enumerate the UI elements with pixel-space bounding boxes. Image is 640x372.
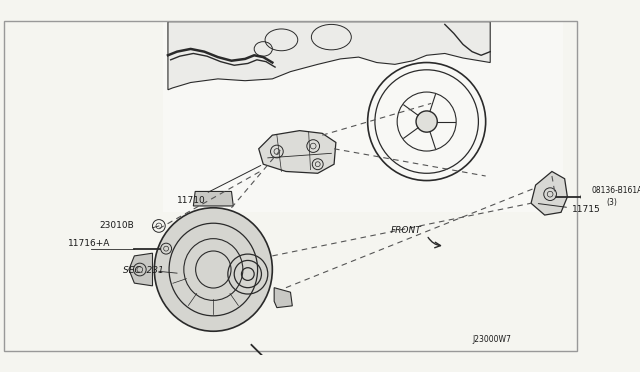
Text: J23000W7: J23000W7 <box>472 335 511 344</box>
Text: 11715: 11715 <box>538 203 601 214</box>
Text: 11716+A: 11716+A <box>68 239 111 248</box>
Text: FRONT: FRONT <box>390 226 421 235</box>
Polygon shape <box>274 288 292 308</box>
Polygon shape <box>259 131 336 173</box>
Polygon shape <box>168 22 490 90</box>
Text: (3): (3) <box>607 198 617 207</box>
Polygon shape <box>531 171 568 215</box>
Polygon shape <box>129 253 152 286</box>
Polygon shape <box>193 192 234 206</box>
Text: 11716: 11716 <box>0 371 1 372</box>
Ellipse shape <box>154 208 273 331</box>
Text: 11710: 11710 <box>177 166 260 205</box>
Circle shape <box>416 111 437 132</box>
Text: 08136-B161A: 08136-B161A <box>592 186 640 195</box>
FancyBboxPatch shape <box>163 22 563 212</box>
Text: SEC. 231: SEC. 231 <box>122 266 163 275</box>
Text: 23010B: 23010B <box>100 221 134 230</box>
